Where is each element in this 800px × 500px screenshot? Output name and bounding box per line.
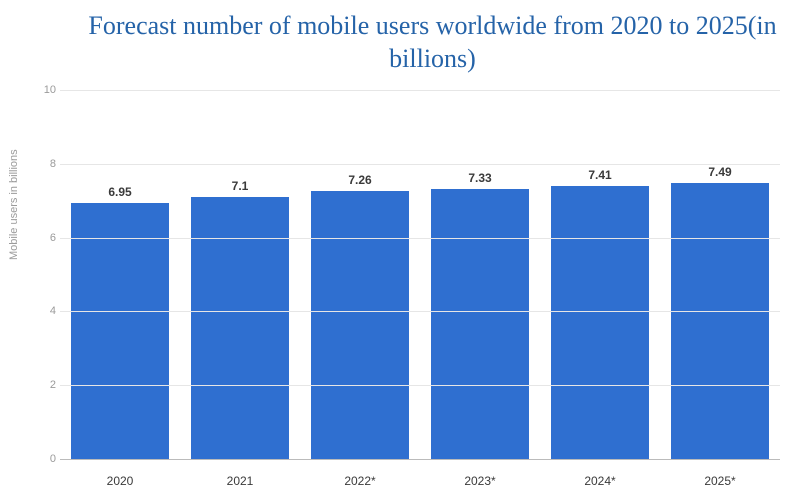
bar: 7.33 (431, 189, 529, 459)
x-tick-label: 2020 (60, 474, 180, 488)
bar-slot: 7.1 (180, 90, 300, 459)
bar: 7.49 (671, 183, 769, 459)
y-tick-label: 10 (36, 84, 56, 96)
bar-value-label: 7.26 (311, 173, 409, 187)
y-axis-label: Mobile users in billions (8, 149, 20, 260)
bar-slot: 7.49 (660, 90, 780, 459)
grid-line (60, 385, 780, 386)
plot-area: 6.957.17.267.337.417.49 0246810 (60, 90, 780, 460)
bar: 6.95 (71, 203, 169, 459)
grid-line (60, 164, 780, 165)
y-tick-label: 8 (36, 158, 56, 170)
x-tick-label: 2023* (420, 474, 540, 488)
chart-title: Forecast number of mobile users worldwid… (85, 10, 780, 75)
bars-group: 6.957.17.267.337.417.49 (60, 90, 780, 459)
bar: 7.41 (551, 186, 649, 459)
grid-line (60, 238, 780, 239)
bar-value-label: 7.33 (431, 171, 529, 185)
y-tick-label: 0 (36, 453, 56, 465)
x-tick-label: 2022* (300, 474, 420, 488)
x-tick-label: 2025* (660, 474, 780, 488)
y-tick-label: 6 (36, 232, 56, 244)
grid-line (60, 90, 780, 91)
x-tick-label: 2021 (180, 474, 300, 488)
bar-slot: 7.26 (300, 90, 420, 459)
bar-slot: 7.33 (420, 90, 540, 459)
bar: 7.1 (191, 197, 289, 459)
bar-value-label: 6.95 (71, 185, 169, 199)
bar-value-label: 7.1 (191, 179, 289, 193)
bar: 7.26 (311, 191, 409, 459)
bar-value-label: 7.41 (551, 168, 649, 182)
y-tick-label: 4 (36, 305, 56, 317)
y-tick-label: 2 (36, 379, 56, 391)
bar-slot: 6.95 (60, 90, 180, 459)
x-tick-label: 2024* (540, 474, 660, 488)
chart-container: Forecast number of mobile users worldwid… (0, 0, 800, 500)
x-axis-labels: 202020212022*2023*2024*2025* (60, 474, 780, 488)
grid-line (60, 311, 780, 312)
bar-value-label: 7.49 (671, 165, 769, 179)
bar-slot: 7.41 (540, 90, 660, 459)
